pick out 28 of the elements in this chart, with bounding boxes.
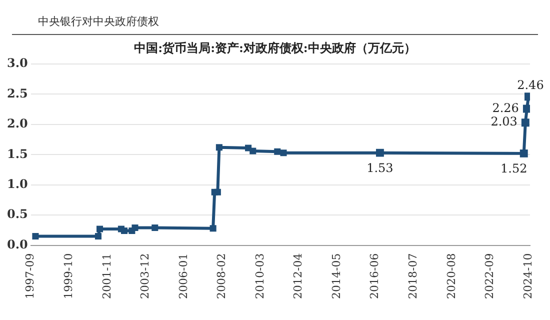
x-tick-label: 2024-10	[521, 253, 534, 300]
y-tick-label: 1.5	[6, 146, 28, 161]
y-tick-label: 2.0	[6, 116, 28, 131]
data-label: 2.03	[490, 114, 518, 129]
x-tick-label: 2003-12	[138, 253, 152, 300]
x-tick-label: 2008-02	[215, 253, 228, 300]
data-label: 2.46	[517, 78, 544, 92]
x-tick-label: 2016-06	[368, 253, 382, 300]
x-tick-label: 2001-11	[100, 253, 114, 300]
x-tick-label: 1997-09	[24, 253, 37, 300]
chart-title: 中国:货币当局:资产:对政府债权:中央政府（万亿元）	[133, 40, 417, 57]
data-label: 1.53	[366, 160, 394, 175]
y-tick-label: 1.0	[6, 176, 28, 191]
data-label: 1.52	[500, 162, 528, 176]
x-tick-label: 2018-07	[406, 253, 420, 300]
x-tick-label: 1999-10	[62, 253, 76, 300]
x-tick-label: 2012-04	[292, 253, 305, 300]
x-tick-label: 2022-09	[483, 253, 496, 300]
y-tick-label: 2.5	[6, 86, 28, 100]
y-tick-label: 3.0	[6, 56, 28, 70]
data-label: 2.26	[492, 100, 519, 115]
text: 中央银行对中央政府债权	[38, 14, 159, 29]
y-tick-label: 0.5	[6, 207, 28, 222]
y-tick-label: 0.0	[6, 237, 28, 252]
x-tick-label: 2010-03	[253, 253, 266, 300]
x-tick-label: 2014-05	[330, 253, 343, 300]
x-tick-label: 2020-08	[444, 253, 458, 300]
x-tick-label: 2006-01	[176, 253, 190, 300]
